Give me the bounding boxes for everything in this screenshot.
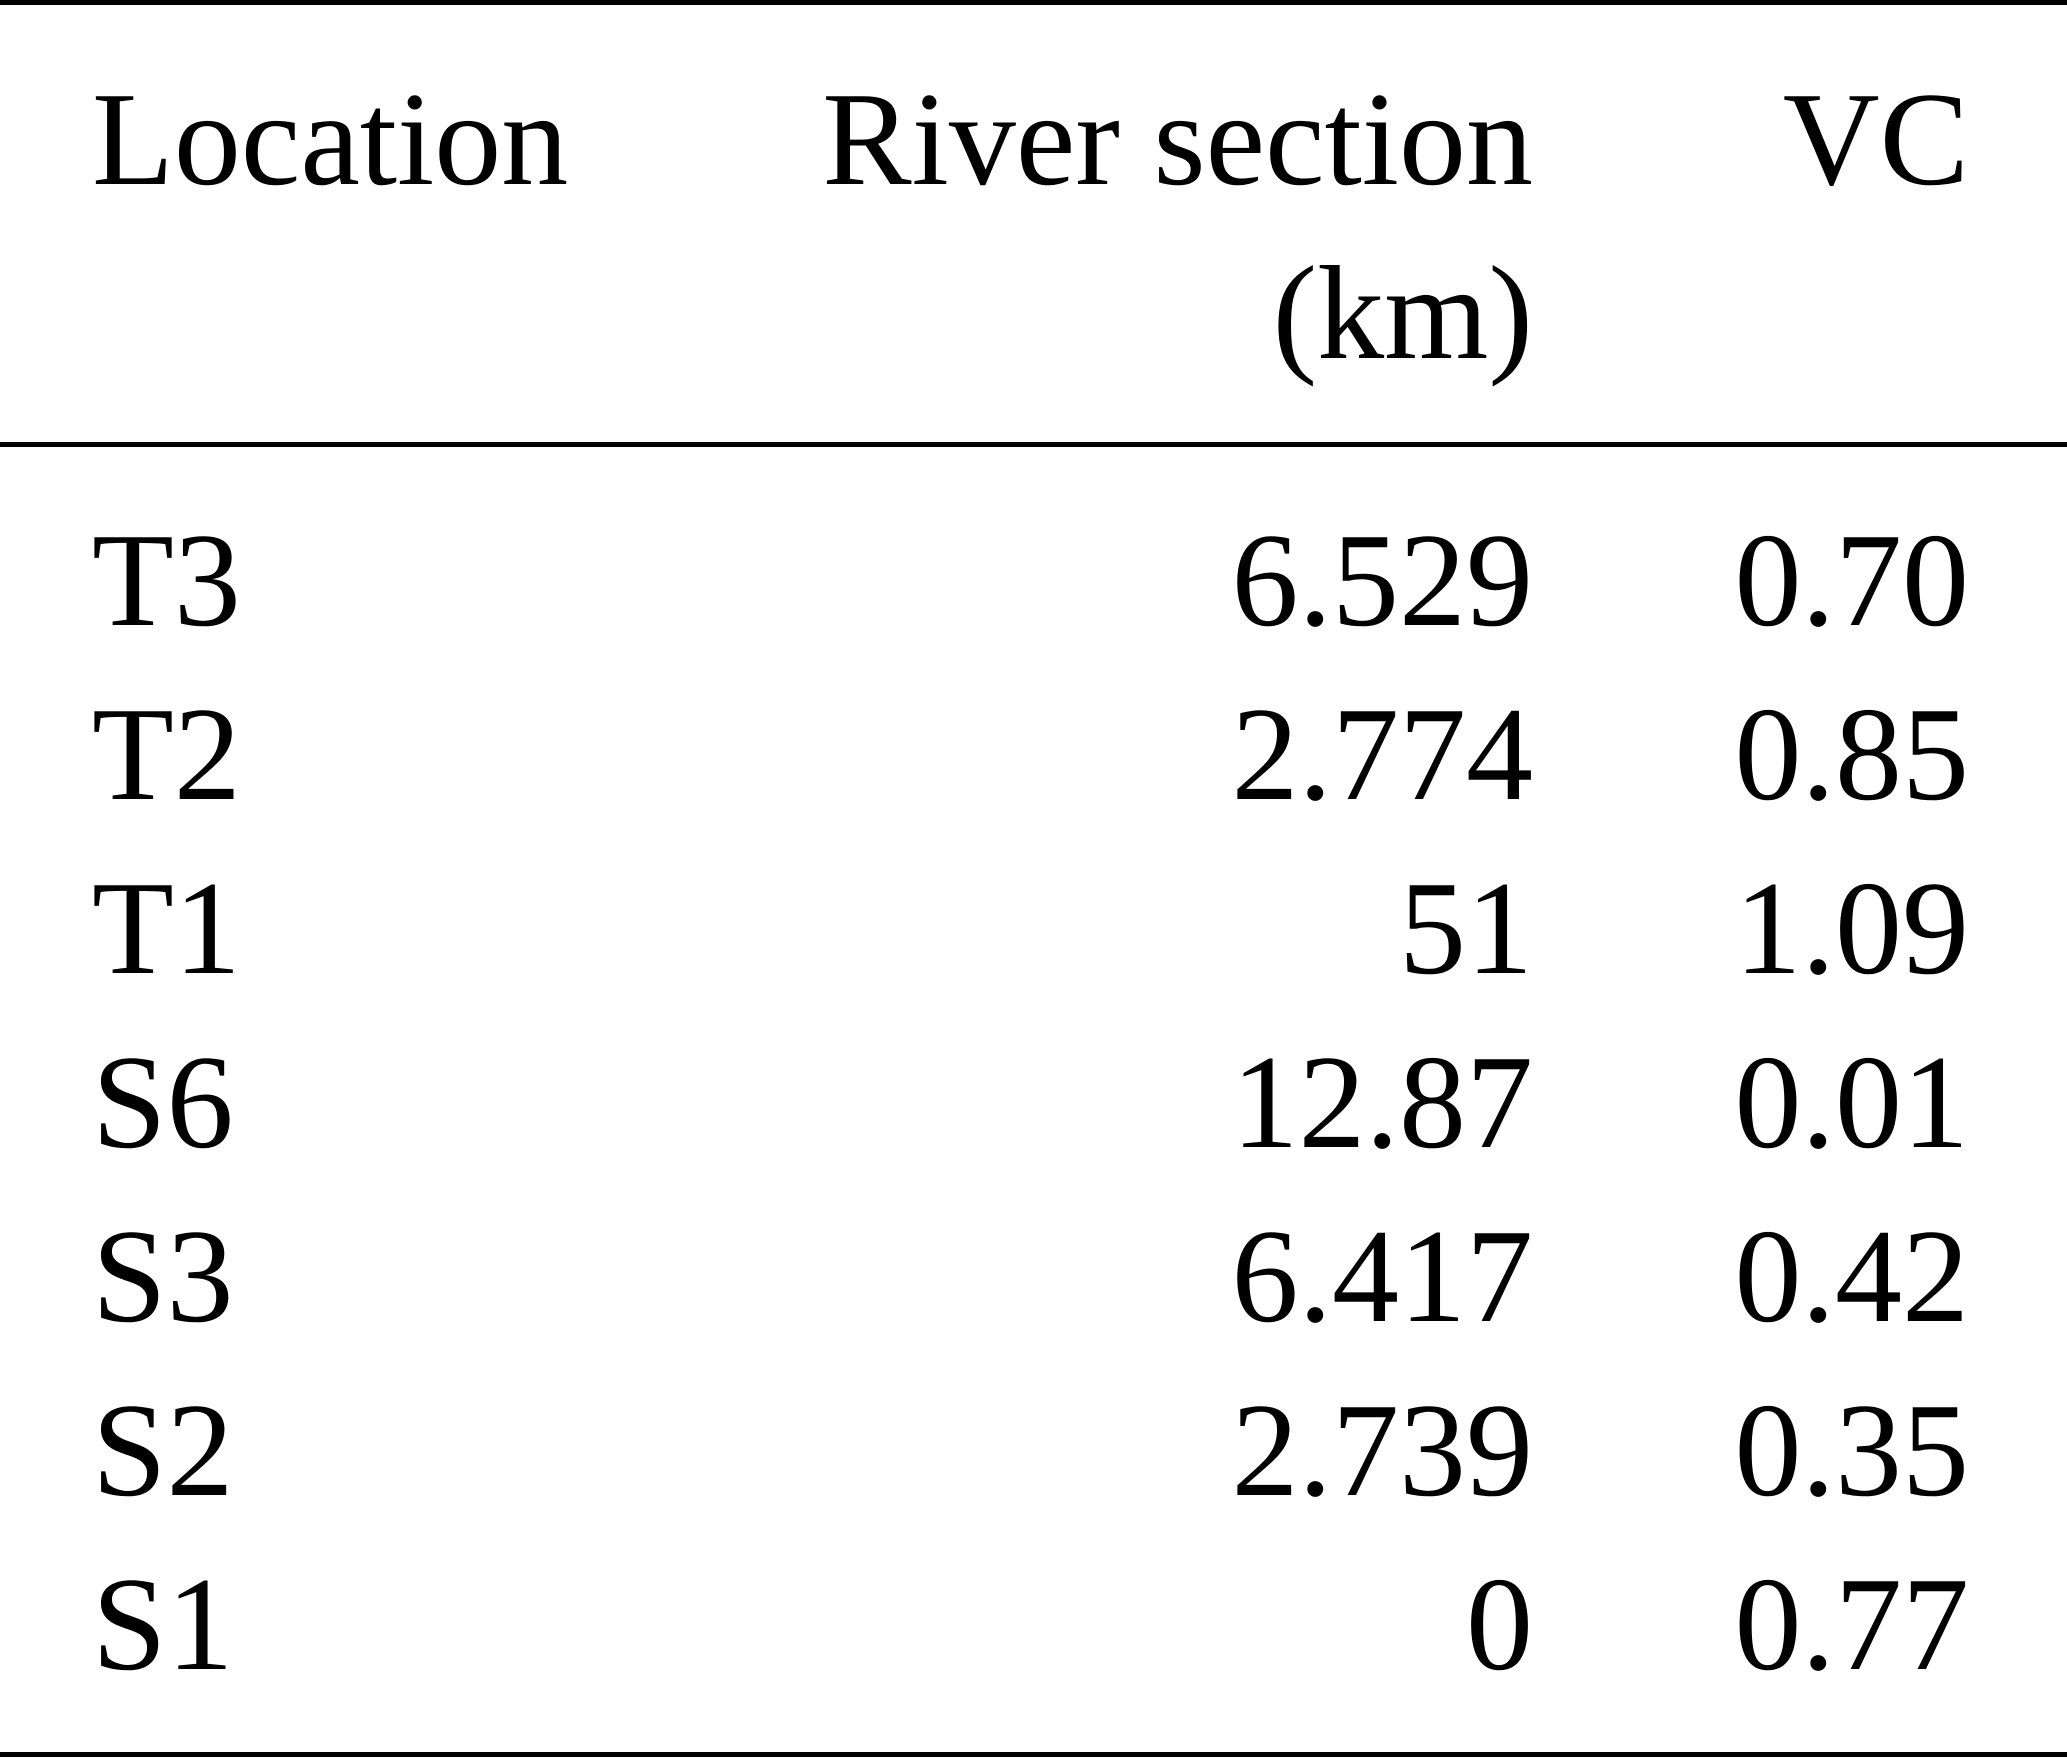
table-row-location: T3 — [92, 506, 241, 654]
table-row-location: S1 — [92, 1550, 234, 1698]
table-row-vc: 0.35 — [1734, 1376, 1970, 1524]
table-row-river-section: 6.417 — [1231, 1202, 1534, 1350]
table-row-location: T1 — [92, 854, 241, 1002]
top-rule — [0, 0, 2067, 5]
table-row-vc: 0.70 — [1734, 506, 1970, 654]
table-row-river-section: 51 — [1399, 854, 1533, 1002]
header-river-section: River section — [822, 65, 1533, 213]
header-location: Location — [92, 65, 569, 213]
table-row-river-section: 6.529 — [1231, 506, 1534, 654]
table-row-location: S6 — [92, 1028, 234, 1176]
table-row-vc: 0.77 — [1734, 1550, 1970, 1698]
table-row-vc: 1.09 — [1734, 854, 1970, 1002]
header-rule — [0, 442, 2067, 447]
table-row-location: S3 — [92, 1202, 234, 1350]
table-row-vc: 0.01 — [1734, 1028, 1970, 1176]
table-row-vc: 0.85 — [1734, 680, 1970, 828]
table-row-location: T2 — [92, 680, 241, 828]
table-row-vc: 0.42 — [1734, 1202, 1970, 1350]
header-vc: VC — [1782, 65, 1969, 213]
table-row-river-section: 2.774 — [1231, 680, 1534, 828]
header-river-section-unit: (km) — [1272, 239, 1533, 387]
table-row-river-section: 12.87 — [1231, 1028, 1534, 1176]
table-row-river-section: 0 — [1466, 1550, 1533, 1698]
table-row-river-section: 2.739 — [1231, 1376, 1534, 1524]
table-row-location: S2 — [92, 1376, 234, 1524]
bottom-rule — [0, 1752, 2067, 1757]
